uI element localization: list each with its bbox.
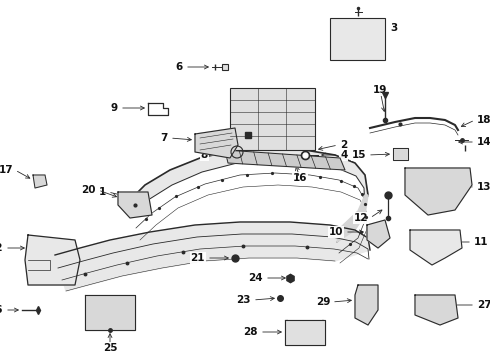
Polygon shape bbox=[415, 295, 458, 325]
Polygon shape bbox=[85, 295, 135, 330]
Text: 28: 28 bbox=[244, 327, 258, 337]
Bar bbox=[330, 18, 385, 60]
Polygon shape bbox=[410, 230, 462, 265]
Polygon shape bbox=[225, 150, 345, 170]
Text: 8: 8 bbox=[201, 150, 208, 160]
Text: 17: 17 bbox=[0, 165, 13, 175]
Text: 6: 6 bbox=[176, 62, 183, 72]
Text: 2: 2 bbox=[340, 140, 347, 150]
Text: 5: 5 bbox=[270, 128, 277, 138]
Polygon shape bbox=[130, 148, 368, 242]
Polygon shape bbox=[33, 175, 47, 188]
Text: 4: 4 bbox=[340, 150, 347, 160]
Polygon shape bbox=[118, 192, 152, 218]
Text: 25: 25 bbox=[103, 343, 117, 353]
Text: 3: 3 bbox=[390, 23, 397, 33]
Text: 27: 27 bbox=[477, 300, 490, 310]
Text: 22: 22 bbox=[0, 243, 3, 253]
Text: 7: 7 bbox=[161, 133, 168, 143]
Text: 21: 21 bbox=[191, 253, 205, 263]
Text: 10: 10 bbox=[328, 227, 343, 237]
Text: 18: 18 bbox=[477, 115, 490, 125]
Text: 26: 26 bbox=[0, 305, 3, 315]
Text: 14: 14 bbox=[477, 137, 490, 147]
Polygon shape bbox=[25, 235, 80, 285]
Polygon shape bbox=[337, 195, 368, 242]
Text: 19: 19 bbox=[373, 85, 387, 95]
Polygon shape bbox=[393, 148, 408, 160]
Polygon shape bbox=[405, 168, 472, 215]
Text: 20: 20 bbox=[81, 185, 96, 195]
Text: 29: 29 bbox=[316, 297, 330, 307]
Polygon shape bbox=[367, 220, 390, 248]
Polygon shape bbox=[195, 128, 238, 158]
Text: 12: 12 bbox=[353, 213, 368, 223]
Text: 13: 13 bbox=[477, 182, 490, 192]
Text: 15: 15 bbox=[351, 150, 366, 160]
Polygon shape bbox=[355, 285, 378, 325]
Text: 24: 24 bbox=[248, 273, 263, 283]
Text: 16: 16 bbox=[293, 173, 307, 183]
Bar bbox=[230, 88, 315, 150]
Text: 1: 1 bbox=[99, 187, 106, 197]
Text: 11: 11 bbox=[474, 237, 489, 247]
Text: 23: 23 bbox=[237, 295, 251, 305]
Polygon shape bbox=[285, 320, 325, 345]
Text: 9: 9 bbox=[111, 103, 118, 113]
Polygon shape bbox=[55, 222, 370, 291]
